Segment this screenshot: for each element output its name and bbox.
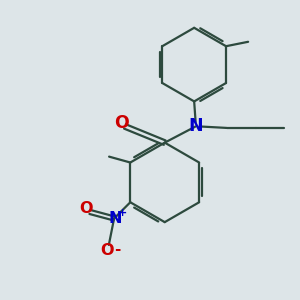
Text: O: O: [80, 201, 93, 216]
Text: N: N: [108, 211, 122, 226]
Text: N: N: [188, 117, 203, 135]
Text: O: O: [114, 114, 129, 132]
Text: O: O: [100, 243, 114, 258]
Text: -: -: [114, 242, 120, 256]
Text: +: +: [118, 208, 127, 218]
